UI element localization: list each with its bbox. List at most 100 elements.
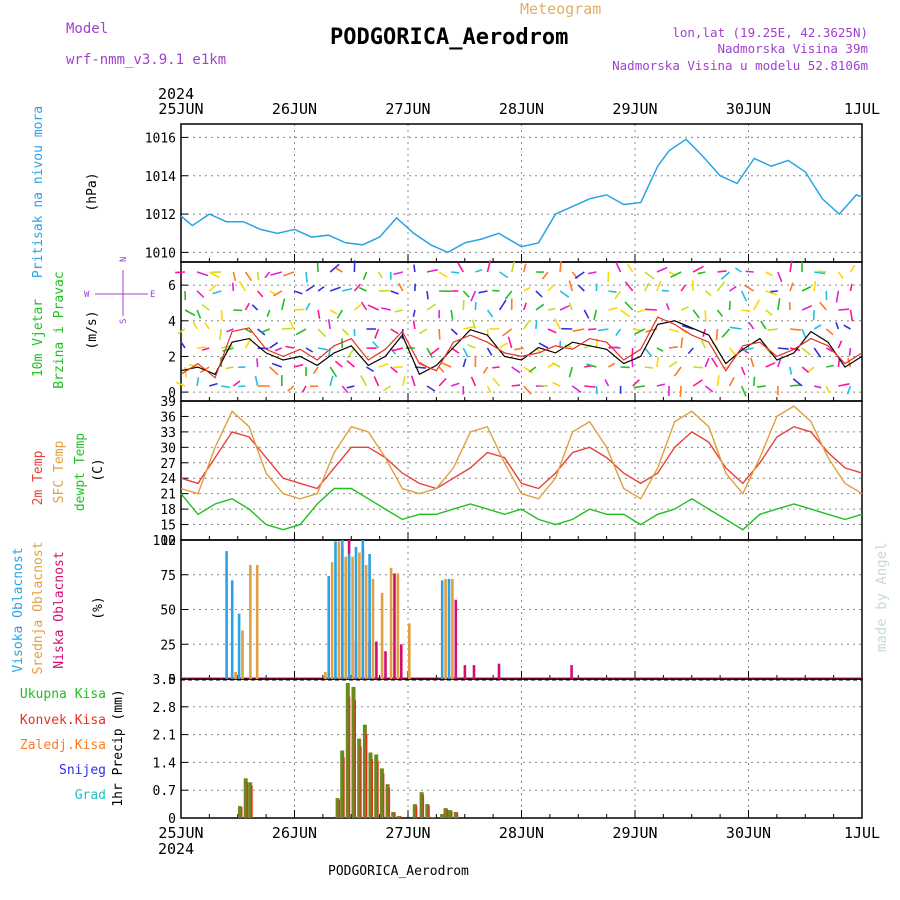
wind-arrow <box>792 378 803 387</box>
y-tick-label: 0.7 <box>153 784 176 799</box>
wind-arrow <box>462 290 470 298</box>
cloud-bar <box>241 630 244 679</box>
cloud-label-3: Niska Oblacnost <box>52 551 67 668</box>
cloud-bar <box>255 565 259 679</box>
cloud-bar <box>368 553 371 679</box>
wind-arrow <box>523 263 527 273</box>
cloud-bar <box>341 540 344 679</box>
wind-arrow <box>462 300 465 311</box>
precip-bar <box>374 754 379 818</box>
wind-arrow <box>538 384 549 387</box>
wind-arrow <box>656 356 659 368</box>
precip-bar <box>368 752 373 818</box>
precip-bar <box>238 806 242 818</box>
precip-conv-bar <box>365 734 368 818</box>
wind-arrow <box>740 290 748 302</box>
wind-arrow <box>814 385 822 389</box>
wind-arrow <box>620 309 631 318</box>
cloud-bar <box>234 672 237 679</box>
wind-arrow <box>492 366 500 369</box>
wind-arrow <box>849 264 856 273</box>
wind-arrow <box>212 290 222 295</box>
wind-arrow <box>391 347 403 352</box>
y-tick-label: 2.8 <box>153 701 176 716</box>
wind-arrow <box>329 366 338 378</box>
wind-unit: (m/s) <box>85 310 100 349</box>
wind-arrow <box>231 282 235 292</box>
wind-arrow <box>317 285 325 292</box>
wind-arrow <box>644 282 650 292</box>
wind-arrow <box>221 385 230 389</box>
wind-arrow <box>571 385 582 394</box>
wind-arrow <box>269 341 279 349</box>
wind-arrow <box>559 304 570 311</box>
y-tick-label: 1014 <box>145 170 176 185</box>
wind-arrow <box>729 285 737 292</box>
wind-arrow <box>317 347 328 351</box>
wind-arrow <box>256 290 264 298</box>
wind-arrow <box>765 361 776 368</box>
y-tick-label: 30 <box>160 441 176 456</box>
wind-arrow <box>450 328 458 336</box>
precip-conv-bar <box>394 812 396 818</box>
wind-arrow <box>381 307 391 311</box>
wind-arrow <box>475 269 483 273</box>
wind-arrow <box>765 309 773 316</box>
wind-arrow <box>362 271 368 280</box>
wind-arrow <box>819 301 827 311</box>
precip-bar <box>412 804 417 818</box>
wind-arrow <box>538 342 549 349</box>
cloud-bar <box>408 623 411 679</box>
wind-arrow <box>752 376 756 387</box>
precip-conv-bar <box>422 794 425 818</box>
wind-arrow <box>665 303 670 311</box>
wind-arrow <box>584 385 596 388</box>
wind-arrow <box>777 298 781 311</box>
precip-bar <box>351 686 356 818</box>
panel-frame <box>180 678 863 819</box>
wind-arrow <box>498 299 507 311</box>
wind-arrow <box>266 309 271 317</box>
dewpt-temp-line <box>180 487 863 531</box>
wind-arrow <box>470 376 477 387</box>
wind-arrow <box>257 347 269 350</box>
precip-conv-bar <box>434 817 436 818</box>
wind-arrow <box>765 290 777 296</box>
wind-arrow <box>597 328 609 332</box>
wind-arrow <box>615 328 622 336</box>
y-tick-label: 0 <box>168 673 176 688</box>
wind-arrow <box>813 324 822 330</box>
wind-arrow <box>238 280 247 292</box>
wind-arrow <box>608 290 617 294</box>
wind-arrow <box>492 289 500 292</box>
wind-arrow <box>412 320 416 330</box>
wind-arrow <box>789 260 793 273</box>
panel-frame <box>180 400 863 541</box>
precip-bar <box>345 683 350 818</box>
wind-arrow <box>692 265 704 273</box>
wind-arrow <box>372 340 380 349</box>
precip-label-3: Zaledj.Kisa <box>20 738 106 753</box>
wind-arrow <box>474 301 477 311</box>
wind-arrow <box>507 336 513 349</box>
precip-label-2: Konvek.Kisa <box>20 713 106 728</box>
wind-arrow <box>704 385 714 393</box>
wind-arrow <box>426 290 429 300</box>
wind-arrow <box>760 320 767 330</box>
cloud-bar <box>347 553 351 679</box>
wind-arrow <box>838 383 850 387</box>
wind-arrow <box>541 271 549 280</box>
wind-arrow <box>251 304 259 311</box>
cloud-bar <box>389 567 393 679</box>
wind-arrow <box>413 264 416 273</box>
wind-arrow <box>287 385 295 392</box>
wind-arrow <box>680 337 684 349</box>
wind-arrow <box>504 290 513 300</box>
date-label-bottom: 28JUN <box>499 824 544 842</box>
wind-arrow <box>244 302 251 311</box>
date-label-top: 1JUL <box>844 100 880 118</box>
wind-arrow <box>837 340 843 349</box>
wind-arrow <box>765 271 773 277</box>
wind-arrow <box>523 319 531 330</box>
wind-arrow <box>220 309 223 321</box>
